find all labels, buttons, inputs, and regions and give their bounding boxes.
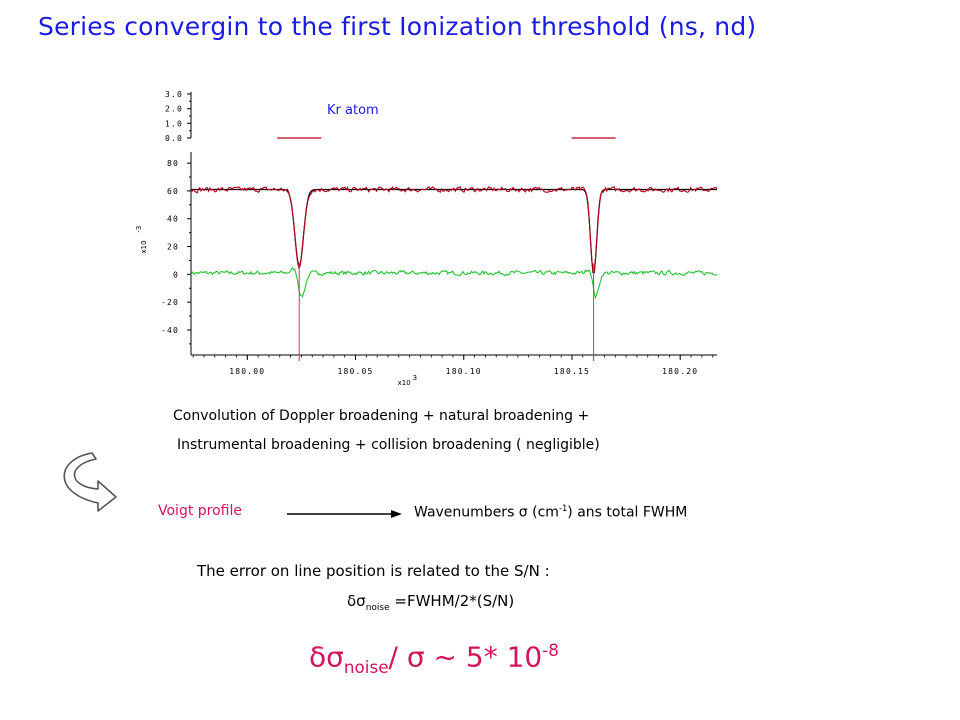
error-statement: The error on line position is related to…: [197, 562, 550, 580]
big-formula-exp: -8: [542, 640, 559, 660]
x-tick-label: 180.10: [446, 367, 482, 376]
main-y-tick-label: -20: [161, 298, 179, 307]
big-formula-lhs: δσ: [309, 640, 344, 674]
arrow-right-icon: [287, 510, 402, 518]
chart-annotation: Kr atom: [327, 103, 379, 118]
wavenumbers-exponent: -1: [558, 503, 568, 513]
voigt-profile-label: Voigt profile: [158, 503, 242, 519]
x-axis-multiplier: x10: [398, 379, 411, 387]
main-y-tick-label: 60: [167, 187, 179, 196]
formula-rhs: =FWHM/2*(S/N): [389, 592, 515, 610]
upper-y-tick-label: 1.0: [165, 119, 183, 128]
main-y-tick-label: 40: [167, 215, 179, 224]
big-formula-sub: noise: [343, 656, 389, 677]
x-tick-label: 180.20: [662, 367, 698, 376]
series-residual: [190, 266, 718, 300]
y-axis-multiplier-exp: -3: [135, 226, 143, 233]
x-axis-multiplier-exp: 3: [413, 374, 417, 382]
relative-error-formula: δσnoise/ σ ~ 5* 10-8: [309, 640, 559, 677]
series-fit: [191, 188, 717, 274]
x-tick-label: 180.00: [229, 367, 265, 376]
x-tick-label: 180.05: [337, 367, 373, 376]
main-y-tick-label: 20: [167, 243, 179, 252]
wavenumbers-prefix: Wavenumbers σ (cm: [414, 504, 559, 521]
convolution-line-2: Instrumental broadening + collision broa…: [177, 437, 600, 453]
x-tick-label: 180.15: [554, 367, 590, 376]
convolution-line-1: Convolution of Doppler broadening + natu…: [173, 408, 590, 424]
y-axis-multiplier: x10: [140, 240, 148, 253]
upper-y-tick-label: 2.0: [165, 105, 183, 114]
formula-lhs: δσ: [347, 592, 366, 610]
upper-y-tick-label: 3.0: [165, 90, 183, 99]
wavenumbers-label: Wavenumbers σ (cm-1) ans total FWHM: [414, 503, 687, 521]
main-y-tick-label: 80: [167, 159, 179, 168]
main-y-tick-label: -40: [161, 326, 179, 335]
big-formula-mid: / σ ~ 5* 10: [388, 640, 543, 674]
curved-arrow-icon: [63, 452, 117, 512]
formula-sub: noise: [365, 603, 390, 613]
slide-title: Series convergin to the first Ionization…: [38, 12, 757, 41]
series-observed: [190, 185, 718, 273]
chart-axes: [187, 92, 717, 360]
upper-y-tick-label: 0.0: [165, 134, 183, 143]
chart-labels: 3.0 2.0 1.0 0.0 80 60 40 20 0 -20 -40 180.00 180.05 1…: [135, 90, 698, 387]
error-formula: δσnoise =FWHM/2*(S/N): [347, 592, 514, 613]
main-y-tick-label: 0: [173, 270, 179, 279]
wavenumbers-suffix: ) ans total FWHM: [567, 504, 688, 521]
chart-series: [190, 137, 718, 361]
